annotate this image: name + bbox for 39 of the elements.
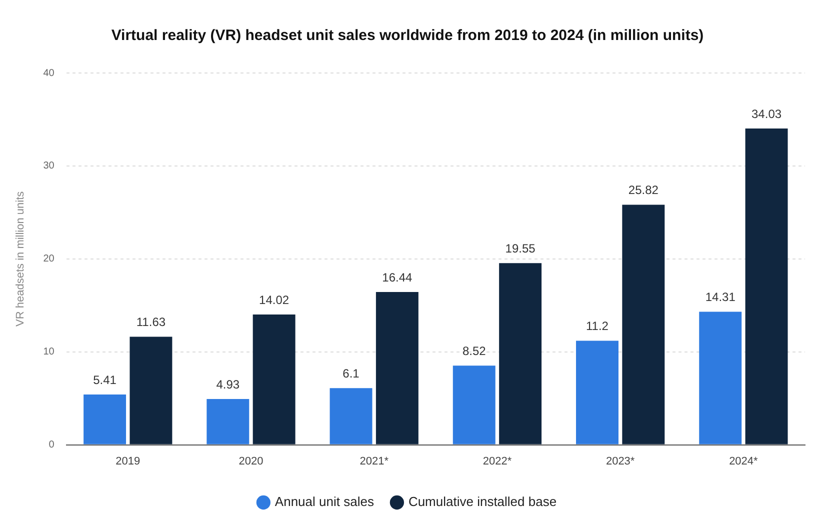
bar xyxy=(499,263,542,444)
data-label: 6.1 xyxy=(342,366,360,380)
data-label: 4.93 xyxy=(216,377,240,392)
data-label: 19.55 xyxy=(505,241,536,256)
bar xyxy=(252,314,296,444)
chart-title: Virtual reality (VR) headset unit sales worldwide from 2019 to 2024 (in million units) xyxy=(111,27,704,44)
data-label: 8.52 xyxy=(462,344,486,358)
data-label: 11.2 xyxy=(586,319,609,334)
y-tick-label: 20 xyxy=(43,254,55,265)
bar xyxy=(745,128,788,444)
bar xyxy=(699,312,742,444)
data-label: 25.82 xyxy=(628,183,659,198)
bar xyxy=(206,398,250,444)
x-tick-label: 2024* xyxy=(729,455,759,468)
x-tick-label: 2020 xyxy=(238,455,264,468)
bar xyxy=(84,394,126,444)
y-tick-label: 30 xyxy=(43,160,55,172)
x-tick-label: 2023* xyxy=(606,455,636,468)
data-label: 11.63 xyxy=(136,315,166,330)
y-tick-label: 10 xyxy=(43,346,55,358)
bar xyxy=(376,292,418,444)
bar xyxy=(130,336,172,444)
x-tick-label: 2019 xyxy=(116,455,140,468)
y-axis-title: VR headsets in million units xyxy=(14,190,27,326)
y-tick-label: 40 xyxy=(43,68,55,79)
legend-label: Annual unit sales xyxy=(274,494,374,510)
x-tick-label: 2021* xyxy=(360,455,390,468)
data-label: 34.03 xyxy=(752,106,782,121)
bar xyxy=(330,388,372,444)
data-label: 5.41 xyxy=(93,372,117,387)
legend-label: Cumulative installed base xyxy=(408,494,557,510)
data-label: 14.02 xyxy=(259,292,290,307)
bar xyxy=(452,366,496,444)
x-tick-label: 2022* xyxy=(482,455,512,468)
y-tick-label: 0 xyxy=(48,440,55,451)
bar xyxy=(576,340,618,444)
bar xyxy=(622,204,665,444)
data-label: 14.31 xyxy=(705,290,736,304)
data-label: 16.44 xyxy=(382,270,413,284)
